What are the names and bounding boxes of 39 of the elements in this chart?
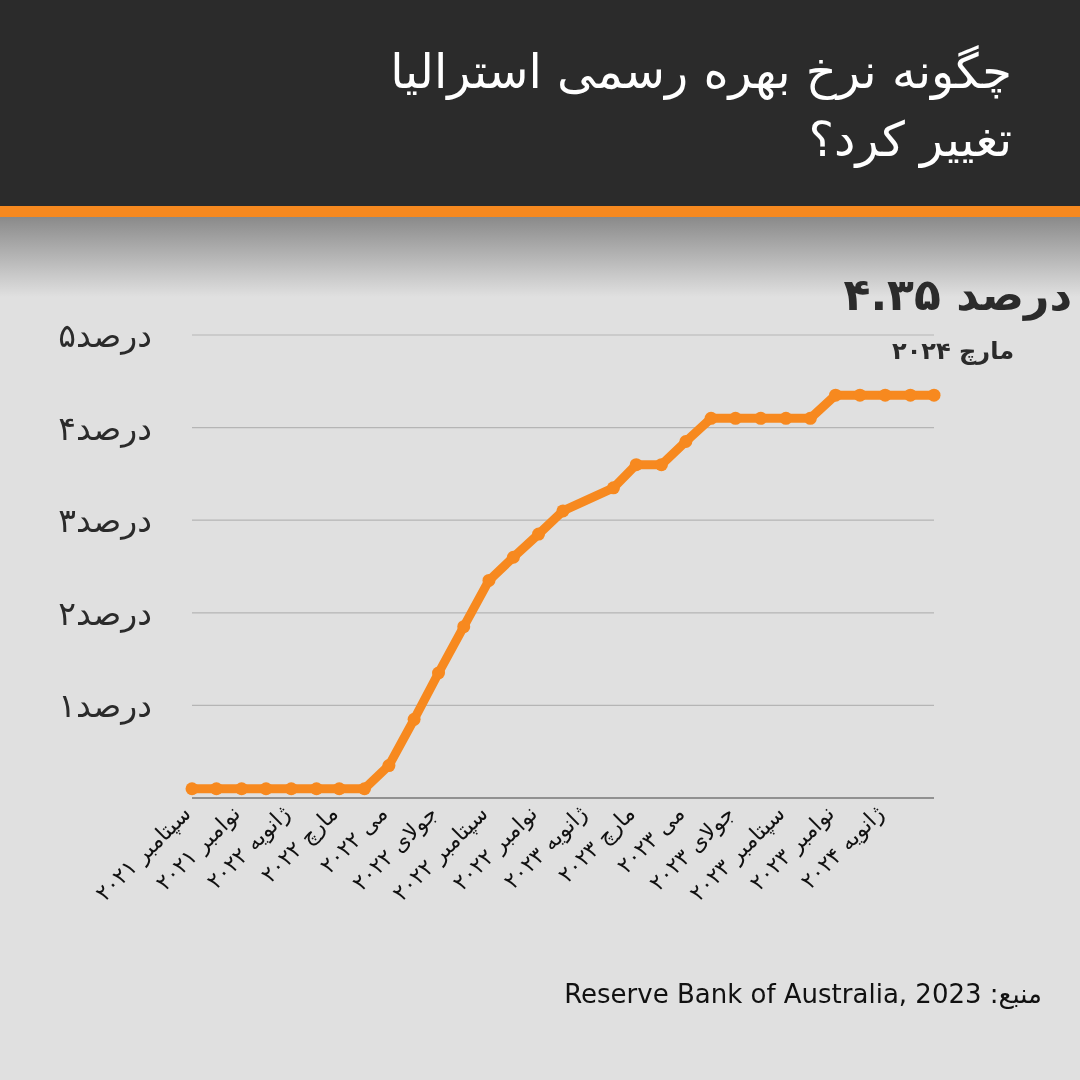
point (209, 782, 223, 796)
point (284, 782, 298, 796)
point (532, 527, 546, 541)
point (728, 411, 742, 425)
point (457, 620, 471, 634)
point (185, 782, 199, 796)
point (235, 782, 249, 796)
y-tick-label: ۲درصد (58, 593, 152, 633)
text: منبع: Reserve Bank of Australia, 2023 (564, 979, 1042, 1010)
annotation: ۴.۳۵ درصد (843, 269, 1072, 322)
point (779, 411, 793, 425)
point (506, 550, 520, 564)
point (754, 411, 768, 425)
point (803, 411, 817, 425)
point (606, 481, 620, 495)
point (482, 573, 496, 587)
y-tick-label: ۳درصد (58, 501, 152, 541)
point (853, 388, 867, 402)
point (407, 712, 421, 726)
point (878, 388, 892, 402)
point (654, 458, 668, 472)
point (927, 388, 941, 402)
point (309, 782, 323, 796)
point (382, 759, 396, 773)
y-tick-label: ۴درصد (58, 408, 152, 448)
point (556, 504, 570, 518)
point (629, 458, 643, 472)
point (432, 666, 446, 680)
point (903, 388, 917, 402)
point (829, 388, 843, 402)
point (679, 434, 693, 448)
point (357, 782, 371, 796)
point (704, 411, 718, 425)
annotation: مارچ ۲۰۲۴ (892, 337, 1014, 366)
chart-title: چگونه نرخ بهره رسمی استرالیا تغییر کرد؟ (390, 43, 1012, 168)
y-tick-label: ۱درصد (58, 686, 152, 726)
point (332, 782, 346, 796)
point (259, 782, 273, 796)
y-tick-label: ۵درصد (58, 316, 152, 355)
